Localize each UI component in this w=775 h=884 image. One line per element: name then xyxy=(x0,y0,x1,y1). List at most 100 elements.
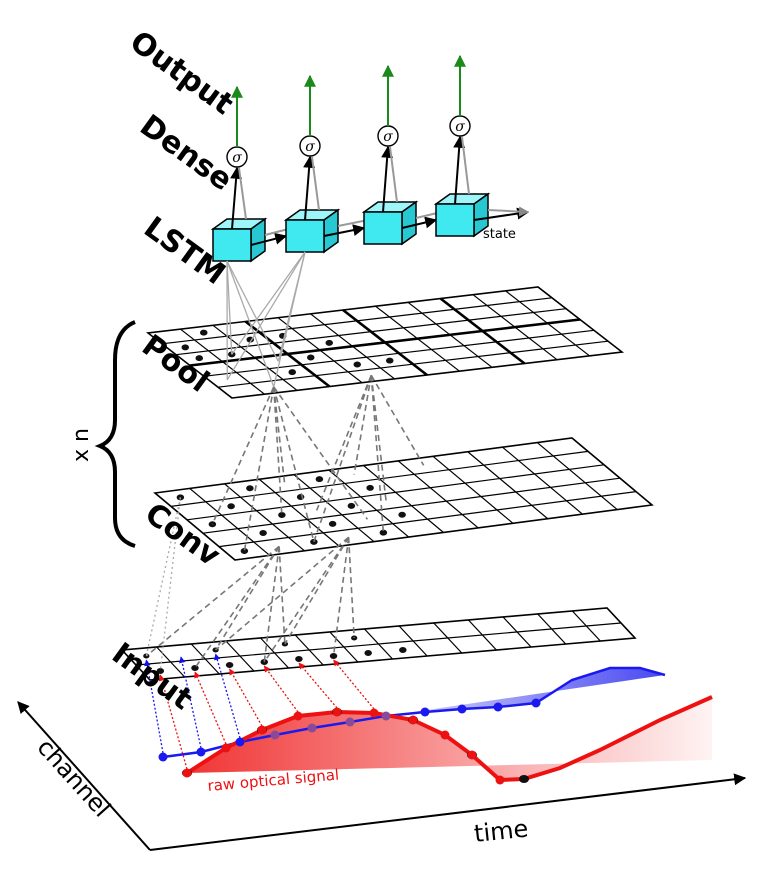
pool-grid-row-line xyxy=(175,308,567,356)
xn-label: x n xyxy=(69,428,94,462)
conv-grid xyxy=(153,437,654,561)
sigma-label: σ xyxy=(455,119,465,135)
conv-dot xyxy=(347,502,356,509)
purple-sample-point xyxy=(307,723,317,733)
state-arrow xyxy=(401,216,438,229)
blue-signal-fill xyxy=(386,668,665,716)
pool-dot xyxy=(181,344,189,351)
conv-dot xyxy=(296,494,305,501)
lstm-pool-line xyxy=(226,260,279,362)
connection-line xyxy=(145,545,280,657)
conv-dot xyxy=(227,503,235,510)
conv-dot xyxy=(278,512,286,519)
red-sample-arrow xyxy=(229,668,263,727)
channel-axis-label: channel xyxy=(32,733,116,822)
connection-line xyxy=(370,374,425,466)
conv-dot xyxy=(398,511,406,518)
lstm-pool-line xyxy=(226,260,275,388)
lstm-pool-line xyxy=(226,260,233,355)
lstm-cell-front xyxy=(363,211,403,245)
conv-dot xyxy=(246,485,254,492)
dense-arrow xyxy=(230,166,243,230)
connection-line xyxy=(273,386,369,520)
lstm-cell-icon xyxy=(210,217,268,263)
purple-sample-point xyxy=(381,711,391,721)
pool-dot xyxy=(353,361,361,368)
lstm-pool-line xyxy=(277,251,306,362)
grid-layers xyxy=(120,286,654,681)
signal-curves xyxy=(144,653,713,785)
input-grid xyxy=(120,607,637,681)
blue-sample-point xyxy=(457,704,467,714)
pool-dot xyxy=(195,355,203,362)
conv-grid-col-line xyxy=(293,474,375,543)
red-sample-point xyxy=(408,715,418,725)
lstm-layer: σ σ σ σ xyxy=(210,54,530,388)
connection-line xyxy=(370,375,387,502)
dense-arrow xyxy=(381,145,394,213)
connection-line xyxy=(272,386,283,516)
red-sample-arrow xyxy=(298,662,338,709)
lstm-cell-icon xyxy=(283,208,341,254)
conv-grid-col-line xyxy=(397,460,479,529)
input-dot xyxy=(329,653,338,659)
state-label: state xyxy=(483,227,516,242)
connection-lines xyxy=(145,374,425,672)
conv-grid-col-line xyxy=(467,451,549,520)
connection-line xyxy=(347,537,355,639)
conv-grid-col-line xyxy=(432,455,514,524)
conv-grid-row-line xyxy=(218,491,637,548)
state-arrow xyxy=(323,224,366,237)
blue-sample-point xyxy=(531,698,541,708)
pool-grid-row-line xyxy=(189,318,581,367)
pool-dot xyxy=(386,357,394,364)
state-arrow-back xyxy=(487,206,529,217)
pool-dot xyxy=(288,369,296,376)
conv-grid-row-line xyxy=(202,477,621,534)
connection-line xyxy=(159,497,182,672)
connection-line xyxy=(278,546,286,645)
conv-grid-col-line xyxy=(189,487,271,556)
sigma-label: σ xyxy=(383,129,393,145)
red-sample-point xyxy=(293,711,303,721)
red-sample-arrow xyxy=(333,659,375,710)
conv-grid-col-line xyxy=(224,483,305,552)
axes xyxy=(17,701,747,851)
connection-line xyxy=(263,536,350,663)
input-dot xyxy=(364,650,372,656)
lstm-cell-icon xyxy=(433,192,491,238)
red-sample-point xyxy=(519,775,529,783)
pool-grid xyxy=(145,286,625,399)
connection-line xyxy=(194,545,280,669)
dense-arrow-back xyxy=(238,167,247,220)
blue-sample-point xyxy=(196,747,206,757)
blue-sample-point xyxy=(235,737,245,747)
conv-grid-col-line xyxy=(536,442,618,511)
connection-line xyxy=(243,386,275,552)
connection-line xyxy=(145,497,182,657)
input-dot xyxy=(295,656,303,662)
conv-dot xyxy=(379,529,388,536)
input-dot xyxy=(225,662,234,668)
pool-grid-row-line xyxy=(217,340,609,388)
lstm-pool-line xyxy=(231,251,306,355)
connection-line xyxy=(315,375,372,511)
connection-line xyxy=(353,375,373,475)
connection-line xyxy=(370,375,385,533)
conv-dot xyxy=(315,476,324,483)
blue-sample-point xyxy=(420,707,430,717)
pool-dot xyxy=(325,339,333,346)
connection-line xyxy=(272,386,286,484)
pool-dot xyxy=(200,329,208,336)
dense-arrow-back xyxy=(389,146,398,203)
conv-grid-row-line xyxy=(186,464,605,521)
dense-arrow-back xyxy=(311,156,320,211)
dense-arrow xyxy=(303,155,316,221)
blue-sample-arrow xyxy=(179,656,202,749)
state-arrow xyxy=(250,232,288,246)
dense-arrow-back xyxy=(461,136,470,195)
red-sample-point xyxy=(257,725,267,735)
channel-axis xyxy=(17,701,151,851)
red-sample-arrow xyxy=(194,671,227,745)
time-axis-label: time xyxy=(473,814,530,848)
